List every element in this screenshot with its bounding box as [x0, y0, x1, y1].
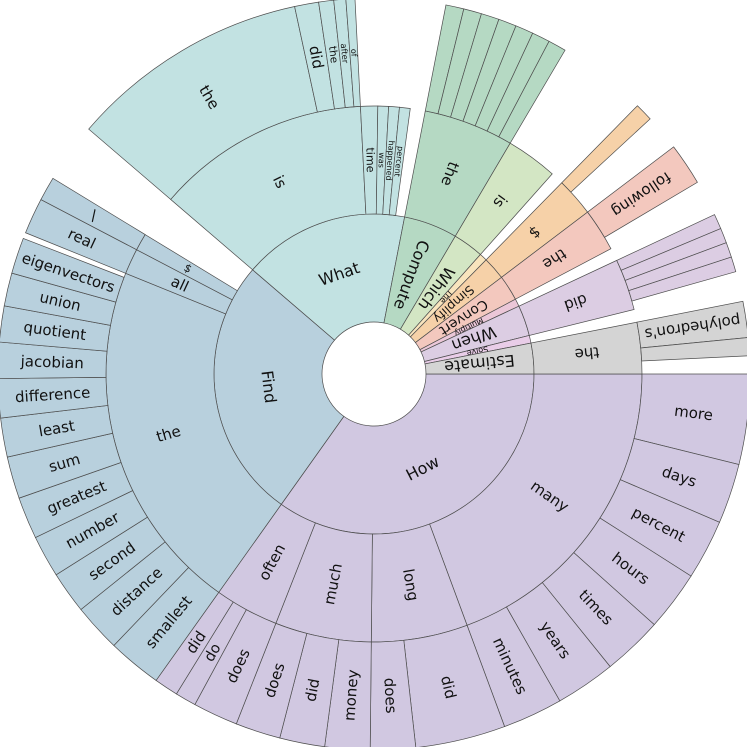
label-how-0-long-1: long — [399, 567, 422, 602]
segment-what-2-percent-4 — [388, 106, 411, 216]
label-how-0-many-0-more-0: more — [673, 402, 714, 425]
segment-find-1-the-0-eigenvectors-11 — [11, 237, 125, 303]
label-what-2-is-0-the-2: the — [326, 45, 340, 64]
label-how-0-long-1-did-0: did — [437, 674, 460, 701]
label-how-0-often-3-do-1: do — [201, 640, 225, 664]
label-what-2-happened-3: happened — [384, 140, 396, 181]
label-estimate-11-the-0: the — [574, 343, 600, 363]
label-find-1-the-0-difference-7: difference — [15, 383, 91, 406]
label-what-2-time-1: time — [363, 147, 376, 172]
label-how-0-much-2-money-0: money — [340, 669, 362, 722]
label-what-2-was-2: was — [377, 152, 387, 168]
segment-convert-7-the-0-following-0 — [587, 146, 698, 238]
label-what-2-is-0-did-1: did — [305, 44, 327, 70]
label-find-1-the-0-least-6: least — [37, 417, 76, 441]
label-how-0-long-1-does-1: does — [380, 677, 400, 714]
label-find-1-the-0-jacobian-8: jacobian — [19, 352, 84, 372]
label-how-0-much-2-did-1: did — [301, 677, 323, 703]
label-what-2-is-0-after-3: after — [339, 43, 351, 64]
label-find-1: Find — [257, 369, 280, 404]
segment-when-9-did-0-blank-3 — [628, 256, 737, 302]
label-what-2-percent-4: percent — [392, 146, 404, 177]
segment-estimate-11-the-0-blank-1 — [640, 337, 747, 362]
segment-simplify-6-blank-0-blank-0 — [561, 105, 651, 193]
label-find-1-all-1: all — [168, 272, 191, 296]
label-what-2-is-0-of-4: of — [349, 49, 358, 57]
segment-find-1-blank-2-blank-0 — [40, 177, 146, 251]
